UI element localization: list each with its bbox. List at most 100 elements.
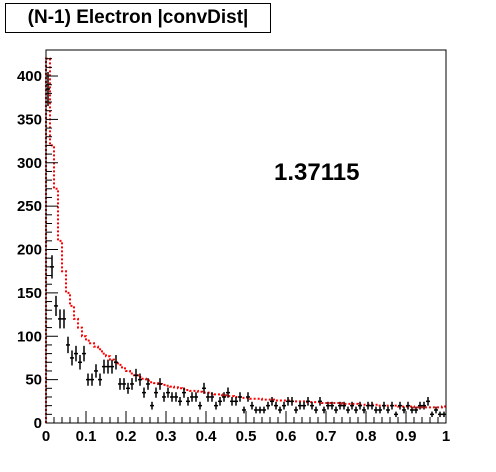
y-tick-label: 300	[17, 155, 42, 172]
data-point	[422, 401, 426, 410]
data-point	[414, 406, 418, 414]
data-point	[330, 401, 334, 410]
data-point	[278, 406, 282, 414]
data-point	[166, 387, 170, 398]
data-point	[182, 387, 186, 398]
data-point	[142, 387, 146, 398]
data-point	[78, 355, 82, 370]
black-data-points	[46, 72, 446, 418]
data-point	[274, 401, 278, 410]
x-tick-label: 0.5	[236, 428, 257, 445]
data-point	[90, 373, 94, 386]
y-tick-label: 50	[25, 372, 42, 389]
x-tick-label: 0.9	[396, 428, 417, 445]
data-point	[258, 406, 262, 414]
y-tick-label: 0	[34, 415, 42, 432]
data-point	[386, 406, 390, 414]
data-point	[310, 401, 314, 410]
data-point	[234, 396, 238, 406]
data-point	[102, 359, 106, 374]
data-point	[270, 396, 274, 406]
data-point	[158, 378, 162, 390]
data-point	[150, 401, 154, 410]
data-point	[54, 295, 58, 316]
data-point	[218, 396, 222, 406]
data-point	[406, 401, 410, 410]
data-point	[322, 406, 326, 414]
data-point	[358, 401, 362, 410]
data-point	[314, 406, 318, 414]
data-point	[370, 401, 374, 410]
data-point	[86, 373, 90, 386]
data-point	[130, 378, 134, 390]
y-tick-label: 200	[17, 242, 42, 259]
data-point	[162, 392, 166, 402]
data-point	[114, 355, 118, 370]
data-point	[242, 406, 246, 414]
data-point	[390, 401, 394, 410]
data-point	[338, 401, 342, 410]
data-point	[178, 396, 182, 406]
data-point	[186, 396, 190, 406]
data-point	[362, 406, 366, 414]
data-point	[442, 411, 446, 418]
chart-title: (N-1) Electron |convDist|	[5, 3, 271, 33]
data-point	[434, 406, 438, 414]
data-point	[302, 401, 306, 410]
data-point	[306, 396, 310, 406]
data-point	[246, 392, 250, 402]
x-tick-label: 0.8	[356, 428, 377, 445]
x-tick-label: 1	[442, 428, 450, 445]
data-point	[62, 309, 66, 329]
data-point	[294, 406, 298, 414]
data-point	[46, 72, 50, 107]
data-point	[222, 392, 226, 402]
y-tick-label: 100	[17, 328, 42, 345]
data-point	[138, 373, 142, 386]
y-tick-label: 250	[17, 198, 42, 215]
x-axis: 0 0.1 0.2 0.3 0.4 0.5 0.6 0.7 0.8 0.9 1	[42, 411, 450, 445]
data-point	[110, 359, 114, 374]
data-point	[58, 309, 62, 329]
data-point	[194, 392, 198, 402]
data-point	[250, 401, 254, 410]
data-point	[190, 392, 194, 402]
data-point	[206, 392, 210, 402]
data-point	[170, 392, 174, 402]
data-point	[286, 396, 290, 406]
data-point	[94, 364, 98, 378]
data-point	[230, 396, 234, 406]
data-point	[378, 406, 382, 414]
x-tick-label: 0.2	[116, 428, 137, 445]
data-point	[82, 345, 86, 362]
data-point	[410, 406, 414, 414]
data-point	[438, 411, 442, 418]
data-point	[174, 392, 178, 402]
data-point	[118, 378, 122, 390]
red-histogram-line	[45, 57, 446, 423]
data-point	[214, 401, 218, 410]
data-point	[290, 396, 294, 406]
data-point	[146, 378, 150, 390]
data-point	[106, 359, 110, 374]
x-tick-label: 0.1	[76, 428, 97, 445]
data-point	[66, 336, 70, 354]
y-tick-label: 400	[17, 68, 42, 85]
data-point	[122, 378, 126, 390]
data-point	[318, 396, 322, 406]
data-point	[98, 373, 102, 386]
data-point	[202, 382, 206, 394]
data-point	[126, 382, 130, 394]
data-point	[402, 406, 406, 414]
x-tick-label: 0.3	[156, 428, 177, 445]
data-point	[394, 411, 398, 418]
data-point	[254, 406, 258, 414]
data-point	[198, 401, 202, 410]
data-point	[426, 396, 430, 406]
data-point	[298, 401, 302, 410]
data-point	[382, 401, 386, 410]
data-point	[70, 350, 74, 366]
y-axis: 0 50 100 150 200 250 300 350 400	[17, 49, 58, 432]
annotation-value: 1.37115	[274, 159, 359, 186]
